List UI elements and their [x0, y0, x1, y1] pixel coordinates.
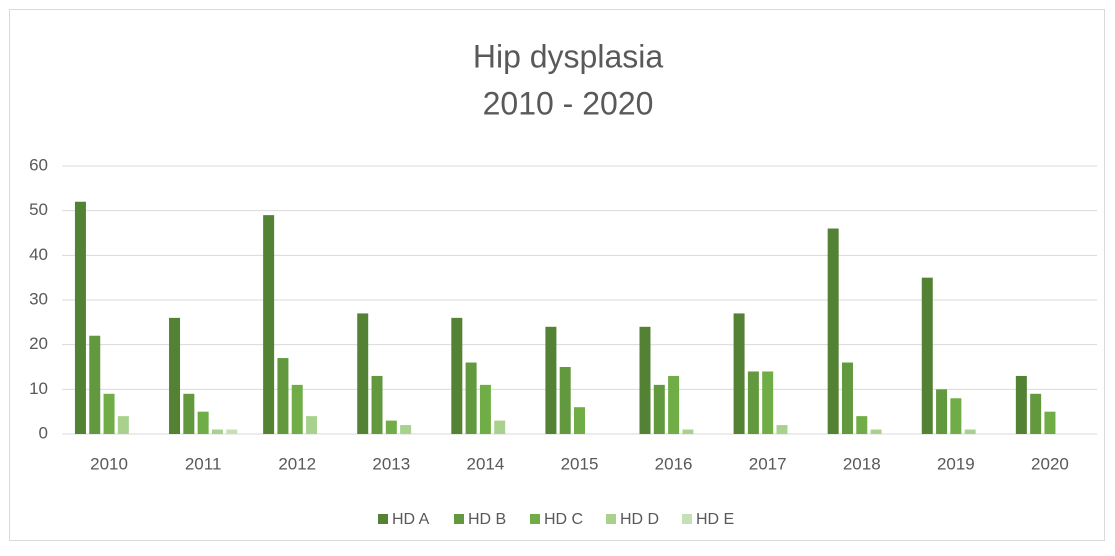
- bar: [291, 384, 303, 434]
- x-tick-label: 2019: [937, 454, 975, 473]
- bar: [306, 416, 318, 434]
- x-tick-label: 2012: [278, 454, 316, 473]
- bar: [169, 317, 181, 434]
- x-tick-label: 2013: [372, 454, 410, 473]
- bar: [682, 429, 694, 434]
- y-tick-label: 50: [29, 200, 48, 219]
- bar: [653, 384, 665, 434]
- bar: [559, 367, 571, 434]
- bar: [1030, 393, 1042, 434]
- chart-title: Hip dysplasia: [473, 38, 664, 74]
- bar: [103, 393, 115, 434]
- bar: [639, 326, 651, 434]
- bar: [856, 416, 868, 434]
- legend-label: HD E: [696, 511, 734, 528]
- bar: [668, 375, 680, 434]
- legend-label: HD A: [392, 511, 430, 528]
- bar: [964, 429, 976, 434]
- legend-swatch: [682, 514, 692, 524]
- y-tick-label: 30: [29, 289, 48, 308]
- bar: [465, 362, 477, 434]
- bar: [211, 429, 223, 434]
- chart-subtitle: 2010 - 2020: [483, 85, 654, 121]
- bar: [197, 411, 209, 434]
- bar: [921, 277, 933, 434]
- x-tick-label: 2010: [90, 454, 128, 473]
- bar: [74, 201, 86, 434]
- bar: [747, 371, 759, 434]
- bar: [479, 384, 491, 434]
- legend-swatch: [606, 514, 616, 524]
- bar: [226, 429, 238, 434]
- x-tick-label: 2011: [185, 454, 222, 473]
- x-tick-label: 2016: [655, 454, 693, 473]
- legend-label: HD D: [620, 511, 659, 528]
- bar: [117, 416, 129, 434]
- bar: [574, 407, 585, 434]
- bar: [385, 420, 397, 434]
- legend-label: HD C: [544, 511, 583, 528]
- legend-swatch: [454, 514, 464, 524]
- bar: [1044, 411, 1056, 434]
- y-tick-label: 20: [29, 334, 48, 353]
- bar: [183, 393, 195, 434]
- bar: [89, 335, 101, 434]
- chart-border: [9, 9, 1105, 541]
- y-tick-label: 10: [29, 379, 48, 398]
- bar: [451, 317, 463, 434]
- x-tick-label: 2015: [561, 454, 599, 473]
- legend-label: HD B: [468, 511, 506, 528]
- bar: [841, 362, 853, 434]
- bar: [263, 215, 275, 434]
- bar: [1015, 375, 1027, 434]
- y-tick-label: 40: [29, 245, 48, 264]
- bar: [870, 429, 882, 434]
- y-tick-label: 60: [29, 155, 48, 174]
- bar: [936, 389, 948, 434]
- bar: [545, 326, 557, 434]
- bar: [762, 371, 774, 434]
- bar: [277, 358, 289, 434]
- x-tick-label: 2017: [749, 454, 787, 473]
- x-tick-label: 2014: [466, 454, 504, 473]
- bar: [371, 375, 383, 434]
- bar: [776, 425, 788, 434]
- legend-swatch: [378, 514, 388, 524]
- bar: [950, 398, 962, 434]
- bar: [827, 228, 839, 434]
- bar: [733, 313, 745, 434]
- bar: [494, 420, 506, 434]
- bar: [400, 425, 412, 434]
- y-tick-label: 0: [39, 423, 48, 442]
- legend-swatch: [530, 514, 540, 524]
- x-tick-label: 2018: [843, 454, 881, 473]
- bar: [357, 313, 369, 434]
- x-tick-label: 2020: [1031, 454, 1069, 473]
